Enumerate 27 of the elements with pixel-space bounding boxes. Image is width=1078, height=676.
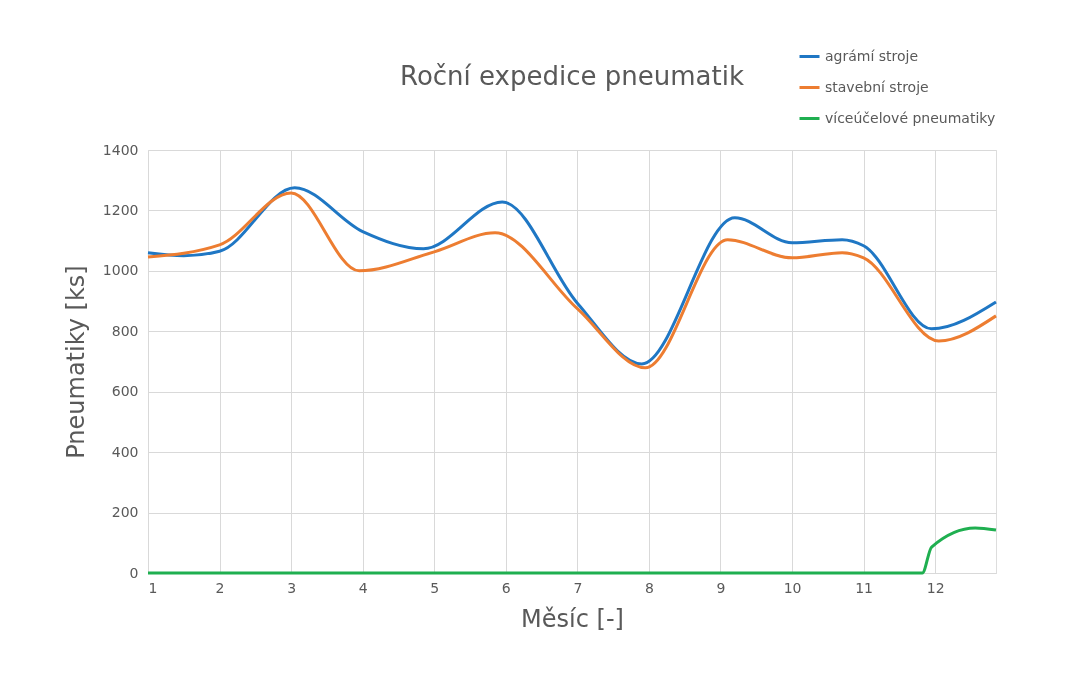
x-tick-label: 8	[644, 579, 654, 596]
y-axis-title: Pneumatiky [ks]	[61, 265, 90, 459]
y-tick-label: 800	[111, 322, 139, 339]
x-tick-label: 10	[783, 579, 802, 596]
y-tick-label: 600	[111, 383, 139, 400]
x-tick-label: 4	[358, 579, 368, 596]
legend-label: víceúčelové pneumatiky	[825, 109, 996, 126]
y-tick-label: 400	[111, 443, 139, 460]
y-tick-label: 1200	[102, 201, 139, 218]
x-tick-label: 11	[855, 579, 874, 596]
legend-label: agrámí stroje	[825, 47, 919, 64]
x-tick-label: 12	[926, 579, 945, 596]
y-tick-label: 1400	[102, 141, 139, 158]
x-axis-title: Měsíc [-]	[521, 604, 624, 633]
y-tick-label: 1000	[102, 262, 139, 279]
x-tick-label: 7	[573, 579, 583, 596]
x-tick-label: 3	[287, 579, 297, 596]
y-tick-label: 0	[129, 564, 139, 581]
chart-title: Roční expedice pneumatik	[400, 61, 744, 91]
line-series	[146, 526, 998, 575]
x-tick-label: 2	[215, 579, 225, 596]
x-tick-label: 9	[716, 579, 726, 596]
x-tick-label: 6	[501, 579, 511, 596]
y-tick-label: 200	[111, 504, 139, 521]
x-tick-label: 1	[148, 579, 158, 596]
x-tick-label: 5	[430, 579, 440, 596]
legend-label: stavební stroje	[825, 78, 929, 95]
